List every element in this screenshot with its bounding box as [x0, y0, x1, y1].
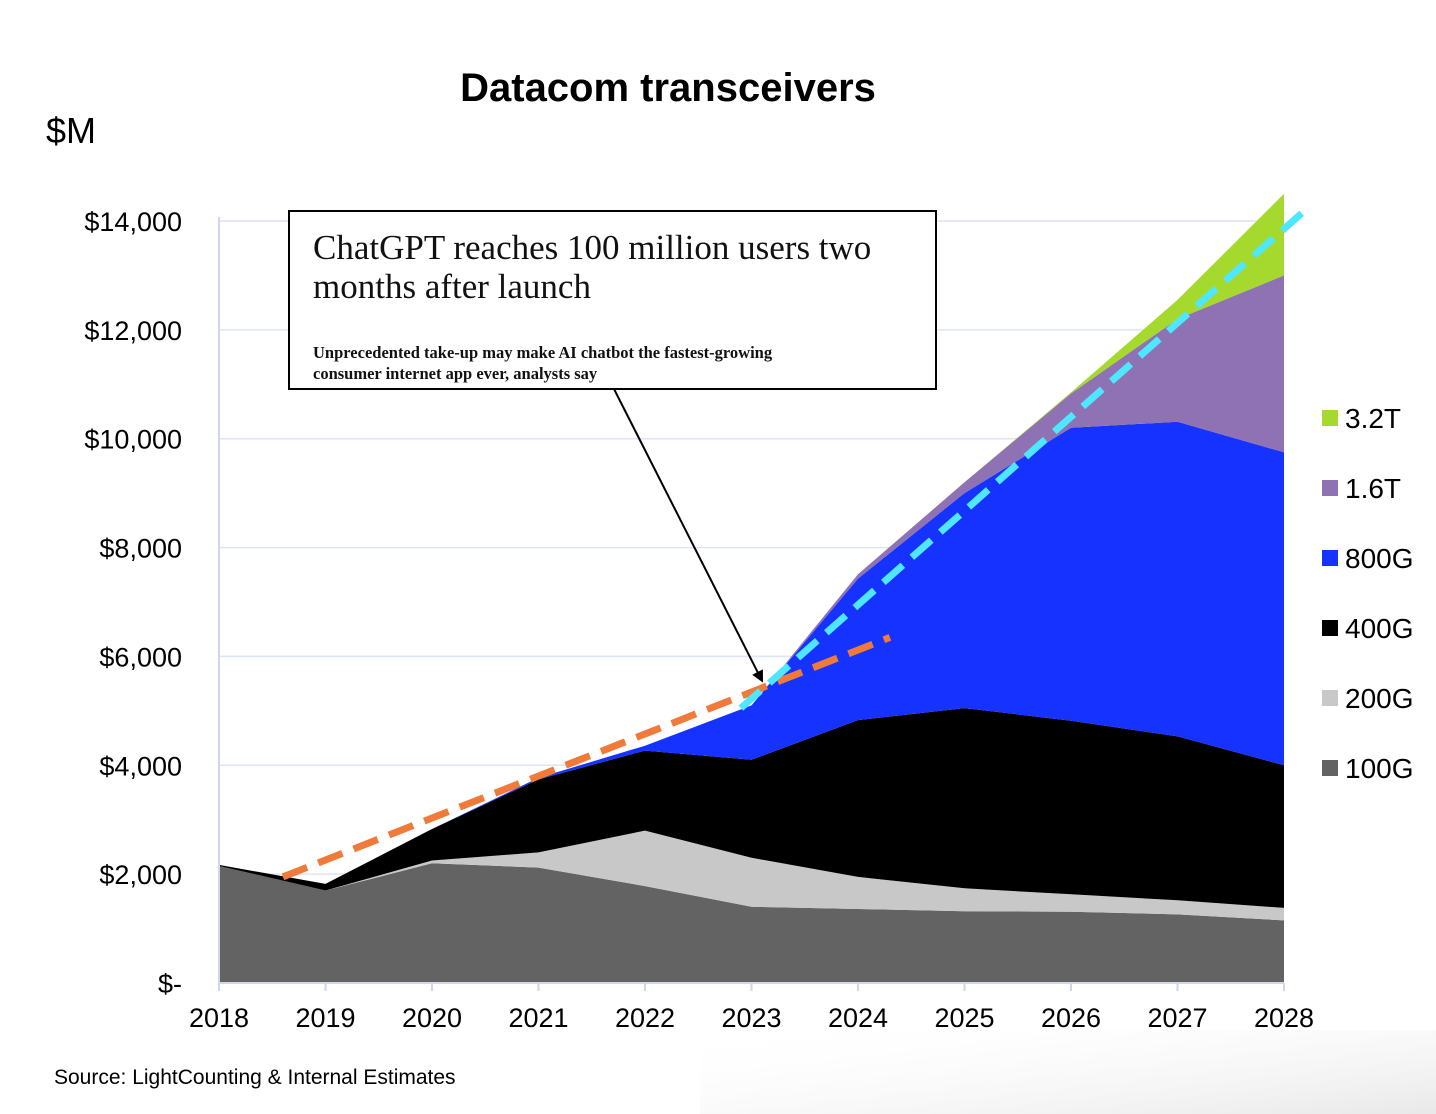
y-tick-label: $2,000: [99, 860, 182, 890]
x-tick-label: 2027: [1147, 1003, 1207, 1033]
legend-label-100g: 100G: [1345, 753, 1414, 784]
stacked-areas: [219, 193, 1284, 983]
chart-title: Datacom transceivers: [460, 66, 876, 110]
y-tick-labels: $- $2,000 $4,000 $6,000 $8,000 $10,000 $12,000…: [84, 207, 182, 999]
bottom-right-shade: [700, 1030, 1436, 1114]
x-tick-label: 2024: [828, 1003, 888, 1033]
callout-subline-line-2: consumer internet app ever, analysts say: [313, 364, 598, 383]
x-tick-label: 2023: [721, 1003, 781, 1033]
legend-swatch-3-2t: [1322, 410, 1338, 426]
legend-swatch-1-6t: [1322, 480, 1338, 496]
callout-box: [288, 210, 937, 390]
area-series-800g: [219, 421, 1284, 884]
x-tick-label: 2021: [508, 1003, 568, 1033]
y-tick-label: $14,000: [84, 207, 182, 237]
legend-label-1-6t: 1.6T: [1345, 473, 1401, 504]
area-series-400g: [219, 708, 1284, 908]
legend-swatch-100g: [1322, 760, 1338, 776]
legend-swatch-800g: [1322, 550, 1338, 566]
x-tick-label: 2018: [189, 1003, 249, 1033]
y-tick-label: $6,000: [99, 642, 182, 672]
x-tick-label: 2020: [402, 1003, 462, 1033]
y-axis-unit-label: $M: [46, 110, 96, 151]
x-tick-labels: 2018 2019 2020 2021 2022 2023 2024 2025 2026 2027…: [189, 1003, 1314, 1033]
y-tick-label: $12,000: [84, 316, 182, 346]
callout-headline-line-2: months after launch: [313, 267, 591, 306]
y-tick-label: $8,000: [99, 534, 182, 564]
area-series-1-6t: [219, 275, 1284, 884]
legend-label-3-2t: 3.2T: [1345, 403, 1401, 434]
trend-lines: [281, 207, 1308, 881]
legend-swatch-400g: [1322, 620, 1338, 636]
source-note: Source: LightCounting & Internal Estimat…: [54, 1066, 456, 1089]
x-tick-label: 2022: [615, 1003, 675, 1033]
post-ai-trend-line: [738, 207, 1308, 711]
legend-label-800g: 800G: [1345, 543, 1414, 574]
legend-label-200g: 200G: [1345, 683, 1414, 714]
x-tick-label: 2028: [1254, 1003, 1314, 1033]
callout-subline-line-1: Unprecedented take-up may make AI chatbo…: [313, 343, 773, 362]
legend-label-400g: 400G: [1345, 613, 1414, 644]
area-series-200g: [219, 830, 1284, 921]
x-tick-label: 2019: [295, 1003, 355, 1033]
annotation-callout: ChatGPT reaches 100 million users two mo…: [288, 210, 937, 683]
axes: [218, 217, 1285, 991]
legend: 3.2T 1.6T 800G 400G 200G 100G: [1322, 403, 1414, 784]
y-tick-label: $10,000: [84, 425, 182, 455]
y-tick-label: $-: [158, 969, 182, 999]
callout-headline-line-1: ChatGPT reaches 100 million users two: [313, 228, 871, 267]
area-series-100g: [219, 863, 1284, 983]
x-tick-label: 2025: [934, 1003, 994, 1033]
pre-ai-trend-line: [281, 634, 892, 881]
legend-swatch-200g: [1322, 690, 1338, 706]
y-tick-label: $4,000: [99, 751, 182, 781]
x-tick-label: 2026: [1041, 1003, 1101, 1033]
callout-arrow: [613, 388, 764, 683]
